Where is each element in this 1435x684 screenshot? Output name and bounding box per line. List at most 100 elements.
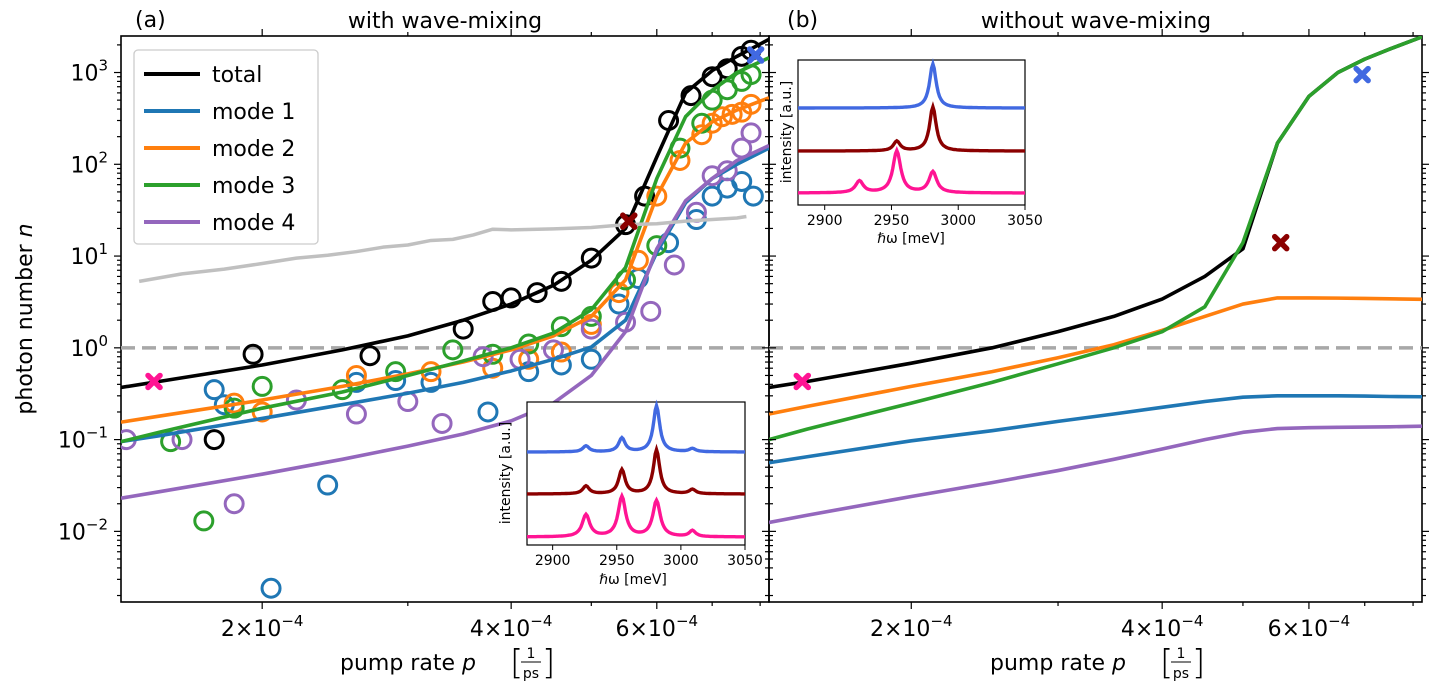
spectrum-line xyxy=(798,146,1025,195)
y-tick-exp: 2 xyxy=(98,148,108,166)
xlabel-bracket-left: [ xyxy=(510,643,523,683)
series-line-total xyxy=(121,37,769,390)
scatter-point-mode-1 xyxy=(731,170,753,192)
scatter-point-total xyxy=(242,343,264,365)
y-tick-exp: 3 xyxy=(98,57,108,75)
x-tick-label: 4×10−4 xyxy=(470,612,553,642)
inset-x-tick-label: 2950 xyxy=(599,553,635,569)
y-tick-label: 103 xyxy=(70,57,108,87)
inset-x-tick-label: 3050 xyxy=(727,553,763,569)
inset-b: intensity [a.u.] ℏω [meV] 2900 2950 3000 30… xyxy=(779,58,1043,247)
x-tick-mant: 6×10 xyxy=(1268,617,1328,642)
x-tick-mant: 6×10 xyxy=(616,617,676,642)
inset-a: intensity [a.u.] ℏω [meV] 2900 2950 3000 30… xyxy=(498,399,763,588)
legend-label: mode 1 xyxy=(212,100,295,125)
inset-b-ylabel: intensity [a.u.] xyxy=(779,81,795,183)
x-marker-stroke xyxy=(746,46,765,64)
scatter-point-total xyxy=(580,247,602,269)
scatter-point-mode-4 xyxy=(740,122,762,144)
scatter-point-mode-1 xyxy=(608,293,630,315)
spectrum-line xyxy=(798,58,1025,110)
legend-box xyxy=(133,49,319,245)
y-tick-exp: −1 xyxy=(86,424,108,442)
scatter-point-total xyxy=(359,345,381,367)
x-tick-label: 2×10−4 xyxy=(221,612,304,642)
scatter-point-mode-2 xyxy=(711,106,733,128)
scatter-point-mode-4 xyxy=(223,493,245,515)
ticks-b: 2×10−4 4×10−4 6×10−4 xyxy=(762,29,1429,642)
inset-a-xlabel: ℏω [meV] xyxy=(599,572,667,588)
spectrum-line xyxy=(527,399,745,454)
x-tick-exp: −4 xyxy=(281,612,303,630)
plot-area-a xyxy=(121,37,769,599)
xlabel-pre: pump rate xyxy=(990,651,1112,676)
legend-label: mode 2 xyxy=(212,137,295,162)
x-tick-mant: 2×10 xyxy=(221,617,281,642)
x-marker xyxy=(145,372,163,391)
xlabel-pre: pump rate xyxy=(340,651,462,676)
scatter-point-mode-2 xyxy=(518,348,540,370)
xlabel-bracket-left: [ xyxy=(1160,643,1173,683)
x-marker-stroke xyxy=(1271,233,1290,252)
scatter-point-mode-3 xyxy=(251,375,273,397)
y-tick-base: 10 xyxy=(58,429,86,454)
series-line-mode-2 xyxy=(769,296,1422,416)
plot-area-b xyxy=(769,36,1422,525)
plot-inner xyxy=(769,36,1422,525)
y-tick-base: 10 xyxy=(58,520,86,545)
scatter-point-mode-2 xyxy=(721,103,743,125)
xlabel-denominator: ps xyxy=(1173,666,1189,682)
series-line-mode-4 xyxy=(769,424,1422,525)
scatter-point-mode-4 xyxy=(640,300,662,322)
scatter-point-mode-2 xyxy=(740,93,762,115)
x-marker-stroke xyxy=(1353,65,1371,84)
x-marker-stroke xyxy=(145,372,163,391)
scatter-point-mode-3 xyxy=(385,361,407,383)
y-tick-exp: −2 xyxy=(86,515,108,533)
y-tick-label: 10−1 xyxy=(58,424,108,454)
y-tick-exp: 1 xyxy=(98,240,108,258)
x-tick-label: 6×10−4 xyxy=(616,612,699,642)
series-line-mode-2 xyxy=(121,96,769,424)
xlabel-numerator: 1 xyxy=(1177,646,1186,662)
legend-label: total xyxy=(212,63,262,88)
scatter-point-mode-1 xyxy=(260,577,282,599)
scatter-point-mode-4 xyxy=(716,160,738,182)
scatter-point-mode-1 xyxy=(742,185,764,207)
panel-a-label: (a) xyxy=(135,8,166,33)
scatter-point-mode-4 xyxy=(663,254,685,276)
xlabel-denominator: ps xyxy=(523,666,539,682)
inset-a-frame xyxy=(526,401,746,546)
y-tick-base: 10 xyxy=(70,337,98,362)
panel-b-title: without wave-mixing xyxy=(981,9,1211,34)
x-tick-exp: −4 xyxy=(676,612,698,630)
inset-x-tick-label: 2950 xyxy=(874,213,910,229)
y-tick-base: 10 xyxy=(70,245,98,270)
plot-layer xyxy=(121,36,1422,599)
ylabel-var: n xyxy=(13,223,38,237)
series-line-gray xyxy=(138,214,747,284)
scatter-point-mode-4 xyxy=(580,318,602,340)
scatter-point-mode-2 xyxy=(691,124,713,146)
x-tick-label: 4×10−4 xyxy=(1121,612,1204,642)
x-marker xyxy=(1271,233,1290,252)
inset-x-tick-label: 3000 xyxy=(940,213,976,229)
x-tick-exp: −4 xyxy=(1328,612,1350,630)
scatter-point-mode-4 xyxy=(431,412,453,434)
x-tick-mant: 4×10 xyxy=(470,617,530,642)
scatter-point-mode-1 xyxy=(317,474,339,496)
xlabel-var: p xyxy=(461,651,476,676)
x-tick-label: 2×10−4 xyxy=(870,612,953,642)
scatter-point-total xyxy=(550,270,572,292)
panel-b-xlabel: pump rate p [ 1 ps ] xyxy=(990,643,1205,683)
scatter-point-mode-1 xyxy=(420,371,442,393)
xlabel-text: pump rate p xyxy=(340,651,476,676)
panel-a: (a) with wave-mixing photon number n pum… xyxy=(13,8,770,683)
inset-x-tick-label: 2900 xyxy=(807,213,843,229)
x-marker xyxy=(746,46,765,64)
x-tick-mant: 4×10 xyxy=(1121,617,1181,642)
xlabel-text: pump rate p xyxy=(990,651,1126,676)
inset-b-frame xyxy=(797,59,1026,206)
panel-b: (b) without wave-mixing pump rate p [ 1 … xyxy=(768,8,1423,683)
